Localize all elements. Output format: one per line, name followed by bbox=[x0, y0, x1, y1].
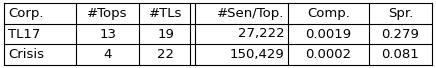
Text: 4: 4 bbox=[103, 48, 112, 61]
Text: 0.0019: 0.0019 bbox=[305, 27, 351, 41]
Text: Crisis: Crisis bbox=[8, 48, 44, 61]
Text: 0.0002: 0.0002 bbox=[305, 48, 351, 61]
Text: 13: 13 bbox=[99, 27, 116, 41]
Text: 22: 22 bbox=[157, 48, 174, 61]
Text: Spr.: Spr. bbox=[388, 7, 413, 20]
Text: 0.279: 0.279 bbox=[382, 27, 419, 41]
Text: 19: 19 bbox=[157, 27, 174, 41]
Text: #TLs: #TLs bbox=[149, 7, 182, 20]
Text: 150,429: 150,429 bbox=[229, 48, 284, 61]
Text: 27,222: 27,222 bbox=[238, 27, 284, 41]
Text: Corp.: Corp. bbox=[8, 7, 43, 20]
Text: TL17: TL17 bbox=[8, 27, 40, 41]
Text: Comp.: Comp. bbox=[307, 7, 350, 20]
Text: #Sen/Top.: #Sen/Top. bbox=[217, 7, 284, 20]
Text: #Tops: #Tops bbox=[88, 7, 128, 20]
Text: 0.081: 0.081 bbox=[382, 48, 419, 61]
